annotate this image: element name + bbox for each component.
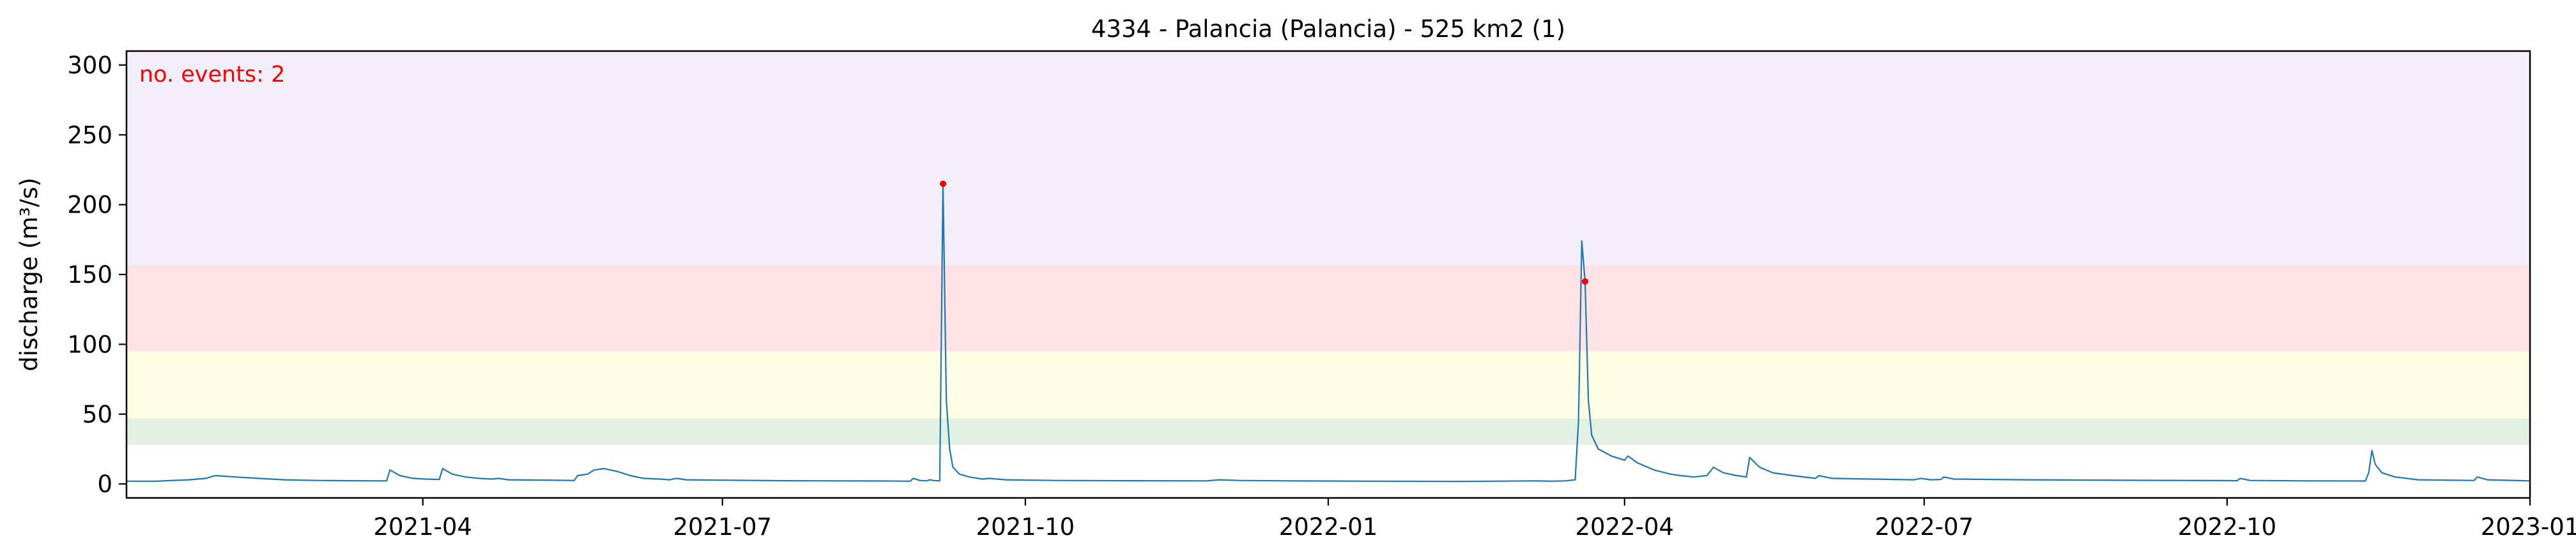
x-tick-label: 2022-07 — [1874, 513, 1974, 541]
y-tick-label: 300 — [67, 52, 112, 79]
axis-ticks: 0 50 100 150 200 250 300 2021-04 2021-07 2021-10 2… — [67, 52, 2576, 541]
x-tick-label: 2022-04 — [1575, 513, 1675, 541]
y-tick-label: 0 — [97, 470, 112, 498]
y-tick-label: 200 — [67, 192, 112, 219]
discharge-series-line — [126, 183, 2531, 483]
x-tick-label: 2023-01 — [2481, 513, 2576, 541]
threshold-bands — [126, 51, 2530, 445]
event-marker — [1581, 278, 1588, 285]
threshold-band-3 — [126, 264, 2530, 352]
y-axis-label: discharge (m³/s) — [15, 177, 43, 372]
x-tick-label: 2022-10 — [2178, 513, 2277, 541]
x-tick-label: 2021-07 — [673, 513, 772, 541]
threshold-band-2 — [126, 351, 2530, 419]
x-tick-label: 2022-01 — [1279, 513, 1378, 541]
chart-title: 4334 - Palancia (Palancia) - 525 km2 (1) — [1091, 15, 1565, 43]
events-count-annotation: no. events: 2 — [139, 62, 285, 87]
x-tick-label: 2021-04 — [374, 513, 473, 541]
threshold-band-1 — [126, 418, 2530, 445]
event-marker — [940, 180, 947, 187]
y-tick-label: 100 — [67, 331, 112, 358]
event-markers — [940, 180, 1588, 285]
threshold-band-4 — [126, 51, 2530, 265]
y-tick-label: 250 — [67, 121, 112, 149]
plot-frame — [125, 50, 2531, 499]
y-tick-label: 50 — [82, 401, 112, 428]
y-tick-label: 150 — [67, 261, 112, 289]
x-tick-label: 2021-10 — [976, 513, 1075, 541]
